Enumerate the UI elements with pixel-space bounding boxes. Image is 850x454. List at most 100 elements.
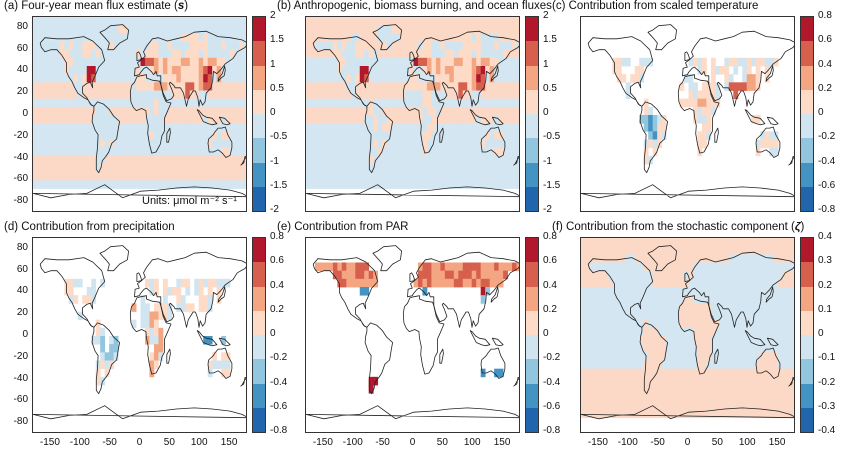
flux-cell (431, 57, 437, 67)
flux-cell (400, 172, 405, 181)
colorbar-tick-label: 0.4 (543, 279, 557, 291)
flux-cell (494, 106, 500, 116)
flux-cell (109, 106, 115, 116)
flux-cell (109, 352, 115, 361)
flux-cell (422, 115, 428, 124)
flux-cell (149, 106, 155, 116)
flux-cell (422, 82, 428, 91)
flux-cell (382, 82, 388, 91)
flux-cell (458, 180, 464, 189)
flux-cell (503, 123, 508, 132)
flux-cell (167, 311, 173, 321)
flux-cell (323, 155, 329, 165)
flux-cell (153, 336, 159, 345)
flux-cell (68, 139, 74, 149)
flux-cell (657, 295, 663, 304)
flux-cell (760, 401, 766, 410)
flux-cell (122, 172, 128, 181)
flux-cell (719, 327, 725, 337)
flux-cell (679, 319, 685, 329)
flux-cell (104, 360, 110, 370)
flux-cell (73, 164, 79, 173)
flux-cell (589, 287, 595, 296)
flux-cell (230, 155, 235, 165)
flux-cell (639, 278, 645, 288)
flux-cell (476, 139, 482, 149)
flux-cell (724, 311, 730, 321)
flux-cell (239, 74, 244, 83)
flux-cell (607, 278, 613, 288)
flux-cell (737, 409, 743, 419)
flux-cell (661, 401, 667, 410)
flux-cell (225, 115, 231, 124)
flux-cell (386, 115, 392, 124)
flux-cell (417, 33, 423, 42)
flux-cell (581, 409, 586, 419)
flux-cell (679, 295, 685, 304)
flux-cell (91, 336, 97, 345)
flux-cell (507, 131, 513, 140)
flux-cell (104, 17, 110, 26)
colorbar-tick-label: -2 (543, 204, 552, 215)
flux-cell (59, 155, 65, 165)
flux-cell (742, 401, 748, 410)
flux-cell (480, 164, 486, 173)
flux-cell (603, 401, 609, 410)
flux-cell (230, 98, 235, 108)
coastline-indonesia (196, 330, 218, 347)
flux-cell (131, 25, 137, 34)
flux-cell (621, 57, 627, 67)
flux-cell (746, 82, 752, 91)
flux-cell (480, 262, 486, 272)
flux-cell (122, 115, 128, 124)
flux-cell (409, 147, 414, 157)
flux-cell (773, 139, 779, 149)
flux-cell (409, 82, 414, 91)
flux-cell (332, 49, 338, 59)
flux-cell (462, 82, 468, 91)
colorbar-segment (526, 383, 538, 408)
flux-cell (350, 106, 356, 116)
flux-cell (453, 41, 459, 51)
flux-cell (41, 41, 47, 51)
flux-cell (413, 278, 419, 288)
flux-cell (625, 327, 631, 337)
flux-cell (355, 139, 361, 149)
flux-cell (46, 41, 52, 51)
flux-cell (621, 295, 627, 304)
flux-cell (634, 376, 640, 386)
flux-cell (476, 66, 482, 75)
coastline-indonesia (744, 109, 766, 126)
flux-cell (692, 393, 698, 402)
flux-cell (243, 57, 246, 67)
flux-cell (652, 376, 658, 386)
flux-cell (581, 327, 586, 337)
flux-cell (697, 238, 703, 247)
flux-cell (82, 98, 88, 108)
flux-cell (198, 82, 204, 91)
flux-cell (171, 180, 177, 189)
flux-cell (648, 327, 654, 337)
flux-cell (701, 66, 707, 75)
flux-cell (692, 115, 698, 124)
flux-cell (643, 393, 649, 402)
flux-cell (679, 385, 685, 394)
flux-cell (778, 385, 783, 394)
flux-cell (198, 278, 204, 288)
flux-cell (153, 311, 159, 321)
flux-cell (634, 74, 640, 83)
flux-cell (68, 74, 74, 83)
flux-cell (657, 246, 663, 255)
flux-cell (306, 115, 311, 124)
flux-cell (634, 401, 640, 410)
flux-cell (400, 66, 405, 75)
flux-cell (189, 303, 195, 312)
flux-cell (733, 295, 739, 304)
flux-cell (764, 376, 770, 386)
flux-cell (435, 180, 441, 189)
flux-cell (391, 49, 396, 59)
flux-cell (746, 336, 752, 345)
flux-cell (185, 139, 191, 149)
flux-cell (787, 262, 792, 272)
flux-cell (728, 336, 734, 345)
